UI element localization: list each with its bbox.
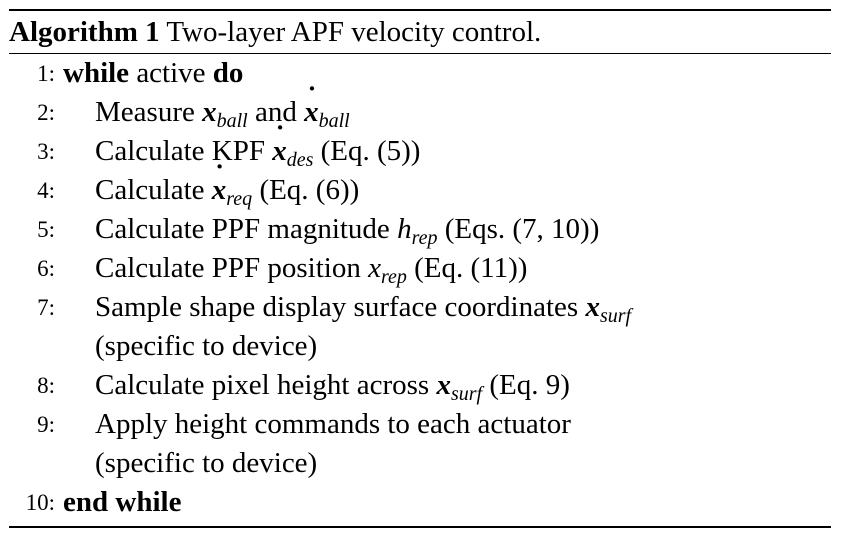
math-symbol: x [304,78,319,132]
line-text: (specific to device) [95,444,317,483]
math-subscript: surf [450,383,483,405]
line-text: Apply height commands to each actuator [95,405,571,444]
algorithm-title: Two-layer APF velocity control. [166,16,542,48]
line-number: 2: [37,100,55,125]
math-symbol: x [436,369,451,401]
algorithm-block: Algorithm 1 Two-layer APF velocity contr… [9,9,831,528]
text-fragment: Calculate PPF magnitude [95,213,398,245]
math-symbol: x [585,291,600,323]
caption-rule [9,53,831,54]
text-fragment: active [129,57,213,89]
keyword: do [212,57,244,89]
algorithm-line: 8: Calculate pixel height across xsurf (E… [9,366,831,405]
text-fragment: Measure [95,96,203,128]
line-text: Calculate xreq (Eq. (6)) [95,156,360,210]
math-symbol: x [202,96,217,128]
line-text: Calculate pixel height across xsurf (Eq.… [95,366,570,405]
line-number: 10: [25,490,55,515]
math-subscript: req [226,188,253,210]
text-fragment: (Eq. (5)) [313,135,421,167]
algorithm-line: 1: while active do [9,54,831,93]
line-number: 3: [37,139,55,164]
algorithm-line: 4: Calculate xreq (Eq. (6)) [9,156,831,210]
text-fragment: (specific to device) [95,447,318,479]
algorithm-line: 2: Measure xball and xball [9,78,831,132]
line-text: Calculate KPF xdes (Eq. (5)) [95,117,421,171]
math-symbol: x [368,252,381,284]
text-fragment: Apply height commands to each actuator [95,408,571,440]
algorithm-line: 10: end while [9,483,831,522]
line-text: Sample shape display surface coordinates… [95,288,631,327]
line-number: 1: [37,61,55,86]
keyword: while [63,57,130,89]
math-subscript: rep [380,266,407,288]
text-fragment: (Eqs. (7, 10)) [437,213,600,245]
bottom-rule [9,526,831,528]
math-subscript: rep [411,227,438,249]
math-symbol: x [272,117,287,171]
line-text: Calculate PPF magnitude hrep (Eqs. (7, 1… [95,210,599,249]
line-number: 5: [37,217,55,242]
text-fragment: (Eq. (6)) [252,174,360,206]
line-number: 6: [37,256,55,281]
math-subscript: ball [216,110,248,132]
keyword: end while [63,486,182,518]
algorithm-caption: Algorithm 1 Two-layer APF velocity contr… [9,11,541,53]
text-fragment: Sample shape display surface coordinates [95,291,586,323]
line-text: Calculate PPF position xrep (Eq. (11)) [95,249,527,288]
math-subscript: des [286,149,314,171]
algorithm-label: Algorithm 1 [9,16,160,48]
text-fragment: (Eq. (11)) [406,252,528,284]
line-text: while active do [63,54,243,93]
algorithm-body: 1: while active do 2: Measure xball and xba… [9,54,831,522]
line-text: (specific to device) [95,327,317,366]
algorithm-line: 7: Sample shape display surface coordinat… [9,288,831,327]
algorithm-line: (specific to device) [9,444,831,483]
text-fragment: Calculate PPF position [95,252,369,284]
algorithm-line: 5: Calculate PPF magnitude hrep (Eqs. (7,… [9,210,831,249]
math-subscript: ball [318,110,350,132]
line-number: 9: [37,412,55,437]
algorithm-line: 6: Calculate PPF position xrep (Eq. (11)) [9,249,831,288]
algorithm-line: 9: Apply height commands to each actuator [9,405,831,444]
text-fragment: (specific to device) [95,330,318,362]
line-number: 7: [37,295,55,320]
line-number: 8: [37,373,55,398]
math-subscript: surf [599,305,632,327]
line-number: 4: [37,178,55,203]
line-text: end while [63,483,181,522]
math-symbol: x [212,156,227,210]
text-fragment: Calculate pixel height across [95,369,437,401]
line-text: Measure xball and xball [95,78,350,132]
text-fragment: Calculate [95,174,212,206]
algorithm-line: (specific to device) [9,327,831,366]
text-fragment: Calculate KPF [95,135,273,167]
text-fragment: (Eq. 9) [482,369,570,401]
top-rule [9,9,831,11]
math-symbol: h [397,213,412,245]
algorithm-line: 3: Calculate KPF xdes (Eq. (5)) [9,117,831,171]
